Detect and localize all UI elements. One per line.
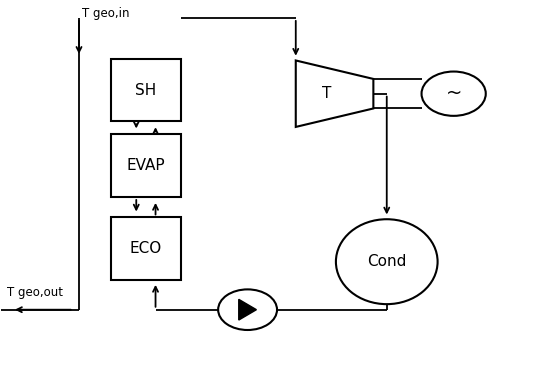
Text: ECO: ECO	[130, 241, 162, 256]
Circle shape	[218, 289, 277, 330]
Text: ~: ~	[445, 84, 462, 103]
FancyBboxPatch shape	[111, 59, 181, 121]
Text: T geo,in: T geo,in	[82, 7, 129, 20]
Ellipse shape	[336, 219, 437, 304]
Text: EVAP: EVAP	[126, 158, 165, 173]
FancyBboxPatch shape	[111, 217, 181, 280]
Text: SH: SH	[135, 83, 157, 97]
Text: T: T	[322, 86, 331, 101]
Text: Cond: Cond	[367, 254, 406, 269]
Polygon shape	[239, 299, 257, 320]
Text: T geo,out: T geo,out	[7, 286, 63, 299]
Polygon shape	[296, 61, 373, 127]
Circle shape	[422, 71, 486, 116]
FancyBboxPatch shape	[111, 134, 181, 197]
